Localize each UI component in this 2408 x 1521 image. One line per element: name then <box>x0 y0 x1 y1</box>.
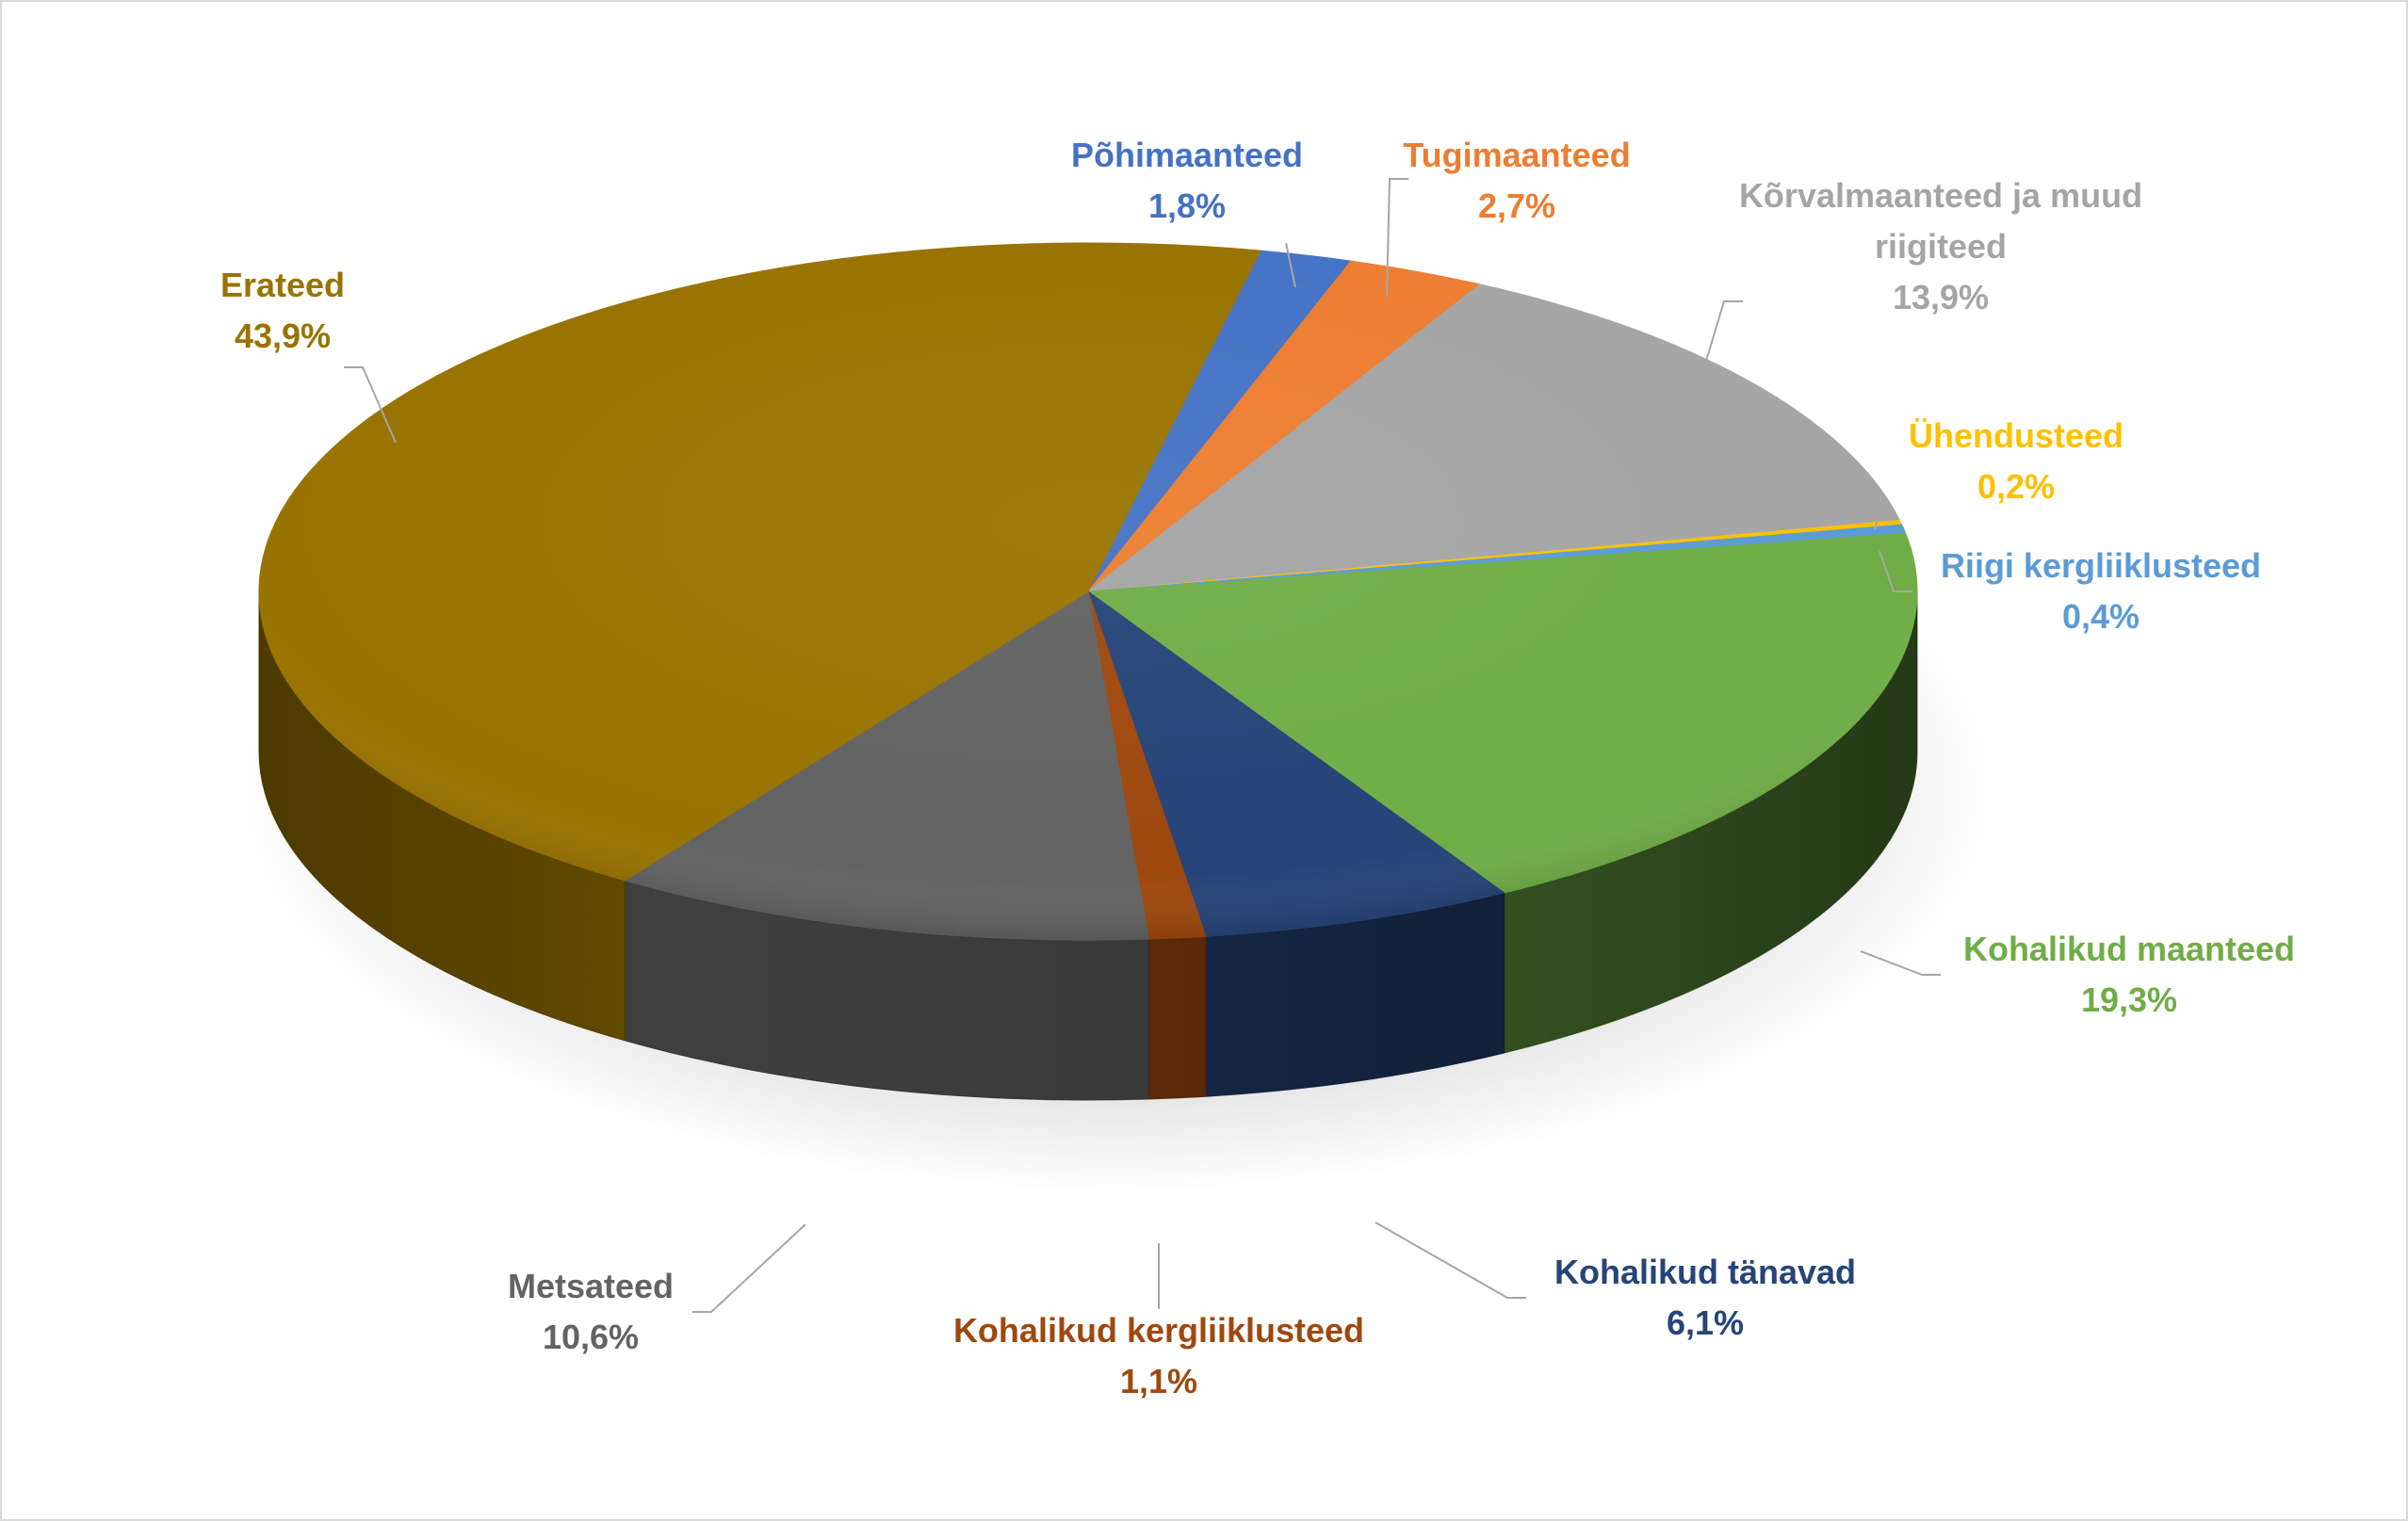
slice-label-3-line-2: riigiteed <box>1875 227 2007 266</box>
leader-line-10 <box>344 366 397 444</box>
label-kohalikud-tanavad: Kohalikud tänavad 6,1% <box>1554 1253 1856 1342</box>
slice-label-7: Kohalikud tänavad <box>1554 1253 1856 1291</box>
leader-line-6 <box>1860 950 1941 976</box>
slice-label-5: Riigi kergliiklusteed <box>1941 546 2261 585</box>
label-kohalikud-kergliiklusteed: Kohalikud kergliiklusteed 1,1% <box>953 1311 1364 1400</box>
slice-label-4: Ühendusteed <box>1909 416 2123 455</box>
leader-line-3 <box>1695 300 1743 396</box>
leader-line-9 <box>692 1223 806 1313</box>
slice-value-label-4: 0,2% <box>1977 467 2055 506</box>
label-kohalikud-maanteed: Kohalikud maanteed 19,3% <box>1963 930 2295 1019</box>
label-riigi-kergliiklusteed: Riigi kergliiklusteed 0,4% <box>1941 546 2261 636</box>
slice-value-label-2: 2,7% <box>1478 186 1555 225</box>
slice-label-2: Tugimaanteed <box>1403 136 1630 174</box>
label-korvalmaanteed: Kõrvalmaanteed ja muud riigiteed 13,9% <box>1739 176 2142 316</box>
slice-label-3-line-1: Kõrvalmaanteed ja muud <box>1739 176 2142 215</box>
pie-top-bevel <box>259 243 1917 940</box>
leader-line-5 <box>1879 550 1912 592</box>
slice-value-label-3: 13,9% <box>1893 278 1989 316</box>
leader-line-1 <box>1285 242 1296 288</box>
slice-value-label-7: 6,1% <box>1667 1303 1744 1342</box>
label-metsateed: Metsateed 10,6% <box>508 1267 674 1356</box>
leader-line-7 <box>1375 1222 1526 1299</box>
slice-value-label-5: 0,4% <box>2062 597 2140 636</box>
slice-label-8: Kohalikud kergliiklusteed <box>953 1311 1364 1350</box>
label-pohimaanteed: Põhimaanteed 1,8% <box>1071 136 1303 225</box>
slice-value-label-6: 19,3% <box>2081 980 2177 1019</box>
slice-value-label-1: 1,8% <box>1148 186 1226 225</box>
label-uhendusteed: Ühendusteed 0,2% <box>1909 416 2123 506</box>
slice-label-10: Erateed <box>220 266 345 304</box>
slice-label-9: Metsateed <box>508 1267 674 1305</box>
slice-label-1: Põhimaanteed <box>1071 136 1303 174</box>
slice-value-label-9: 10,6% <box>543 1318 639 1356</box>
label-tugimaanteed: Tugimaanteed 2,7% <box>1403 136 1630 225</box>
slice-value-label-8: 1,1% <box>1120 1362 1197 1400</box>
slice-label-6: Kohalikud maanteed <box>1963 930 2295 968</box>
slice-value-label-10: 43,9% <box>235 316 331 355</box>
leader-line-4 <box>1874 494 1885 530</box>
leader-line-2 <box>1386 178 1408 298</box>
label-erateed: Erateed 43,9% <box>220 266 345 355</box>
pie-side-shading <box>259 591 1917 1100</box>
